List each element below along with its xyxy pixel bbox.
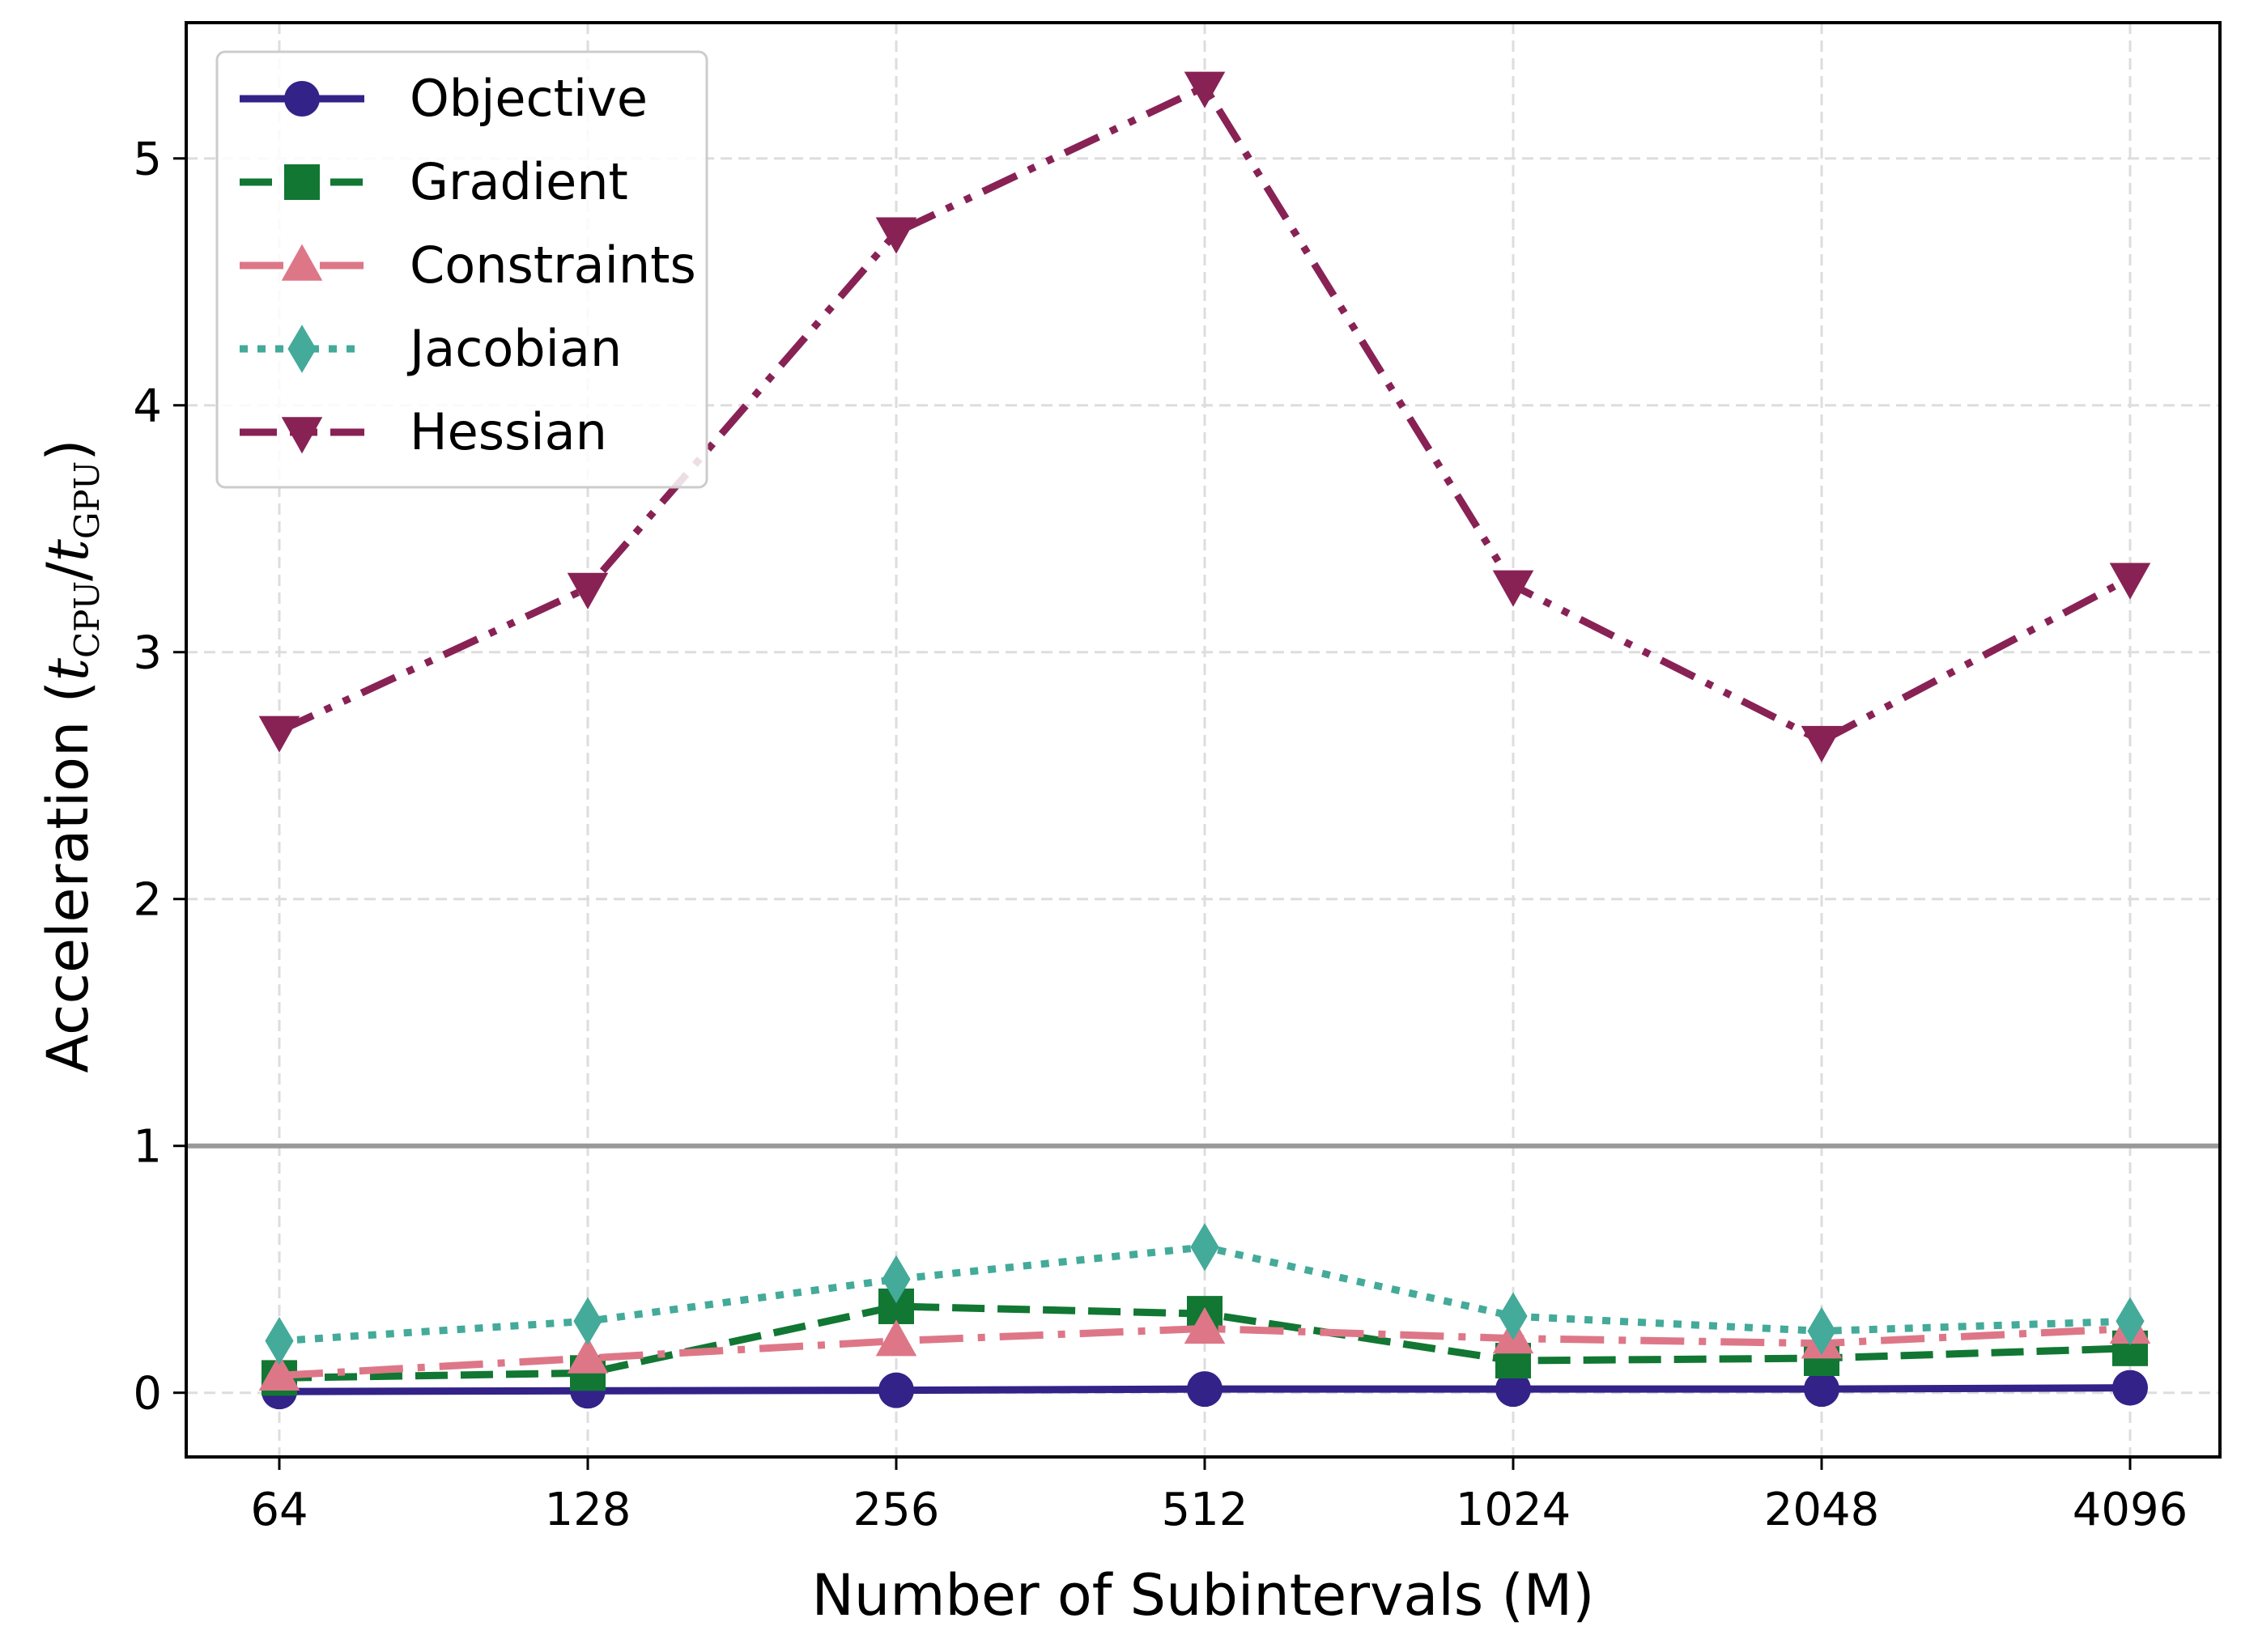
data-point-jacobian bbox=[1807, 1306, 1836, 1356]
x-tick-label: 2048 bbox=[1764, 1484, 1880, 1536]
data-point-jacobian bbox=[882, 1255, 911, 1304]
y-tick-label: 4 bbox=[133, 380, 162, 433]
data-point-hessian bbox=[875, 217, 917, 254]
legend-entry-gradient: Gradient bbox=[240, 152, 628, 211]
series-objective bbox=[262, 1370, 2148, 1410]
data-point-objective bbox=[1804, 1371, 1839, 1408]
y-tick-label: 0 bbox=[133, 1368, 162, 1421]
data-point-constraints bbox=[875, 1319, 917, 1357]
data-point-jacobian bbox=[2116, 1297, 2145, 1345]
legend-entry-constraints: Constraints bbox=[240, 236, 696, 295]
series-hessian bbox=[258, 71, 2151, 762]
data-point-objective bbox=[2112, 1370, 2148, 1406]
legend: Objective Gradient Constraints Jacobian Hess… bbox=[215, 50, 708, 489]
legend-entry-objective: Objective bbox=[240, 69, 648, 128]
data-point-hessian bbox=[2109, 563, 2151, 600]
legend-marker-gradient bbox=[284, 164, 320, 200]
legend-marker-constraints bbox=[281, 244, 323, 281]
data-point-constraints bbox=[258, 1353, 300, 1391]
legend-marker-objective bbox=[284, 81, 320, 117]
legend-label-hessian: Hessian bbox=[410, 402, 607, 461]
x-tick-label: 128 bbox=[545, 1484, 631, 1536]
data-point-jacobian bbox=[573, 1297, 602, 1345]
x-axis-label: Number of Subintervals (M) bbox=[811, 1562, 1594, 1629]
y-axis-label-sub-cpu: CPU bbox=[67, 581, 107, 658]
legend-label-gradient: Gradient bbox=[410, 152, 628, 211]
legend-label-constraints: Constraints bbox=[410, 236, 696, 295]
data-point-objective bbox=[878, 1372, 914, 1408]
data-point-jacobian bbox=[1190, 1223, 1219, 1272]
y-axis-label-t-gpu: t bbox=[35, 538, 101, 562]
x-tick-label: 512 bbox=[1162, 1484, 1248, 1536]
data-point-hessian bbox=[258, 716, 300, 753]
legend-marker-hessian bbox=[281, 417, 323, 454]
plot-frame bbox=[185, 21, 2222, 1459]
y-tick-label: 5 bbox=[133, 134, 162, 186]
y-tick-label: 1 bbox=[133, 1121, 162, 1174]
y-axis-ticks: 0 1 2 3 4 5 bbox=[133, 134, 186, 1421]
legend-items: Objective Gradient Constraints Jacobian Hess… bbox=[240, 69, 696, 461]
data-point-jacobian bbox=[265, 1316, 294, 1365]
data-point-hessian bbox=[567, 572, 609, 609]
y-axis-label-slash: / bbox=[35, 562, 101, 581]
legend-label-jacobian: Jacobian bbox=[406, 319, 622, 378]
y-axis-label-sub-gpu: GPU bbox=[67, 461, 107, 539]
x-tick-label: 64 bbox=[250, 1484, 308, 1536]
data-point-constraints bbox=[1184, 1307, 1226, 1344]
legend-entry-hessian: Hessian bbox=[240, 402, 607, 461]
x-axis-ticks: 64 128 256 512 1024 2048 4096 bbox=[250, 1457, 2188, 1536]
data-point-hessian bbox=[1492, 570, 1534, 607]
x-tick-label: 256 bbox=[853, 1484, 940, 1536]
y-tick-label: 3 bbox=[133, 627, 162, 680]
series-jacobian bbox=[265, 1223, 2145, 1365]
data-point-hessian bbox=[1801, 725, 1843, 762]
series-layer bbox=[258, 71, 2151, 1410]
y-axis-label: Acceleration (tCPU/tGPU) bbox=[35, 439, 107, 1072]
legend-box bbox=[215, 50, 708, 489]
x-tick-label: 4096 bbox=[2073, 1484, 2188, 1536]
data-point-jacobian bbox=[1499, 1292, 1528, 1340]
data-point-objective bbox=[1187, 1371, 1223, 1408]
data-point-objective bbox=[1495, 1371, 1531, 1408]
y-tick-label: 2 bbox=[133, 874, 162, 927]
legend-entry-jacobian: Jacobian bbox=[240, 319, 622, 378]
x-tick-label: 1024 bbox=[1456, 1484, 1571, 1536]
legend-label-objective: Objective bbox=[410, 69, 648, 128]
legend-marker-jacobian bbox=[287, 325, 317, 373]
y-axis-label-suffix: ) bbox=[35, 439, 101, 461]
y-axis-label-t-cpu: t bbox=[35, 657, 101, 681]
data-point-hessian bbox=[1184, 71, 1226, 108]
data-point-constraints bbox=[567, 1336, 609, 1374]
y-axis-label-prefix: Acceleration ( bbox=[35, 681, 101, 1073]
